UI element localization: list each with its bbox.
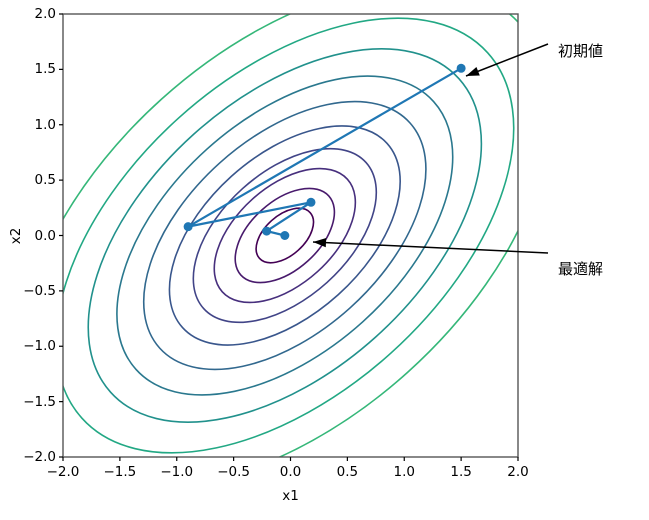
x-tick-label: 0.5	[336, 464, 359, 480]
x-tick-label: −0.5	[217, 464, 251, 480]
axis-ticks	[59, 13, 519, 461]
y-tick-label: −1.0	[23, 338, 56, 355]
path-point-0	[456, 63, 466, 73]
x-tick-label: 0.0	[279, 464, 302, 480]
optimization-path	[183, 63, 466, 240]
annotation-label-optimal-solution: 最適解	[558, 260, 604, 278]
y-tick-label: 2.0	[34, 6, 56, 22]
x-tick-label: 2.0	[507, 464, 529, 480]
contour-level-8.5	[116, 75, 454, 396]
contour-level-15	[63, 17, 515, 454]
y-tick-label: −0.5	[23, 282, 56, 299]
contour-level-0.75	[234, 187, 336, 284]
x-tick-label: −2.0	[46, 464, 80, 480]
y-tick-label: 0.5	[34, 172, 56, 189]
path-point-3	[262, 226, 272, 236]
contour-level-11.5	[87, 48, 483, 423]
y-tick-label: 1.5	[34, 61, 56, 78]
path-point-1	[183, 222, 193, 232]
x-tick-label: 1.0	[393, 464, 415, 480]
contour-level-1.5	[213, 167, 357, 304]
arrow-optimal-solution	[312, 241, 549, 254]
x-tick-label: 1.5	[450, 464, 472, 480]
arrowhead-initial-value	[466, 66, 480, 76]
x-axis-label: x1	[282, 488, 299, 504]
arrow-initial-value	[465, 43, 549, 77]
contour-level-0.25	[255, 207, 315, 264]
annotation-label-initial-value: 初期値	[558, 42, 604, 60]
x-tick-label: −1.0	[160, 464, 194, 480]
y-tick-label: 1.0	[34, 116, 56, 133]
x-tick-label: −1.5	[103, 464, 137, 480]
y-tick-label: −1.5	[23, 393, 56, 410]
annotation-arrows	[312, 43, 549, 254]
arrowhead-optimal-solution	[313, 238, 327, 248]
y-axis-label: x2	[8, 227, 24, 244]
path-point-4	[280, 231, 290, 240]
y-tick-label: −2.0	[23, 449, 56, 465]
path-point-2	[306, 197, 316, 207]
contour-level-4	[168, 125, 401, 346]
contour-level-2.5	[192, 147, 378, 324]
contour-level-6	[142, 100, 427, 371]
y-tick-label: 0.0	[34, 227, 56, 244]
